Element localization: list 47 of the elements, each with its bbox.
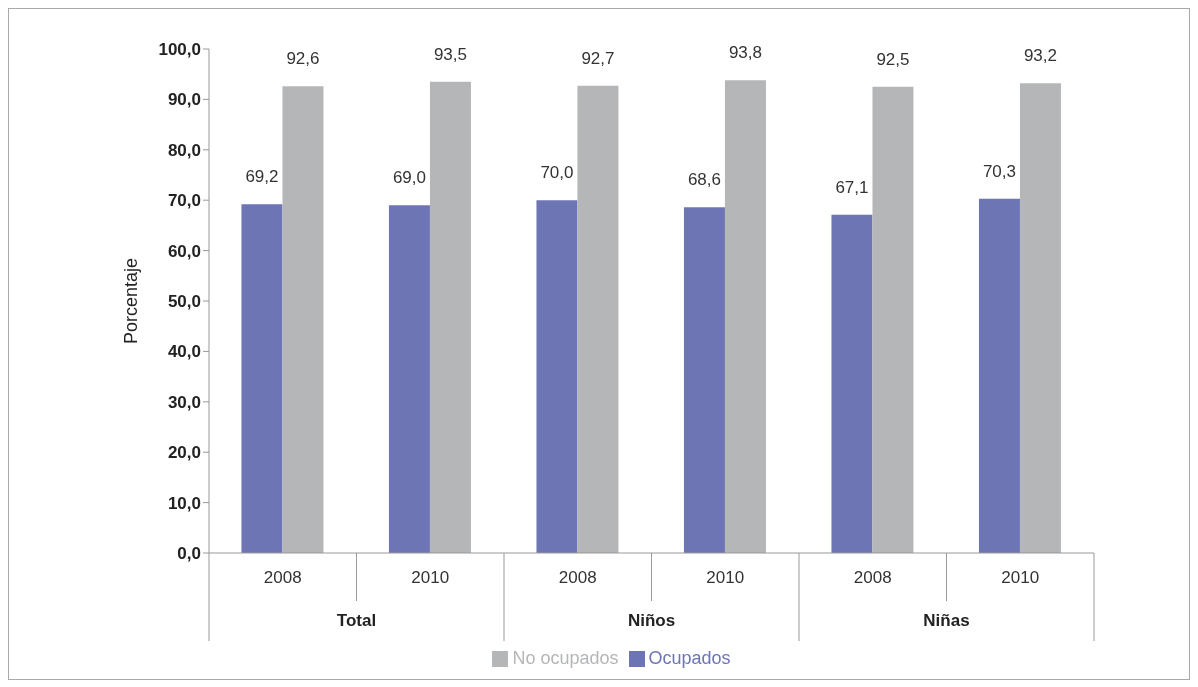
bar: [429, 81, 471, 553]
y-axis-title: Porcentaje: [121, 257, 142, 345]
y-tick-label: 90,0: [167, 90, 201, 110]
bar: [683, 207, 725, 553]
y-tick-label: 60,0: [167, 241, 201, 261]
bar: [282, 86, 324, 553]
bar: [831, 214, 873, 553]
y-tick-label: 100,0: [158, 40, 201, 60]
bar: [577, 85, 619, 553]
data-label: 93,2: [1023, 46, 1057, 66]
x-tick-label: 2010: [706, 568, 745, 587]
x-tick-label: 2010: [411, 568, 450, 587]
bar: [978, 198, 1020, 553]
data-label: 92,6: [286, 49, 320, 69]
y-tick-label: 40,0: [167, 342, 201, 362]
x-tick-label: 2008: [853, 568, 892, 587]
data-label: 92,5: [876, 49, 910, 69]
y-tick-label: 20,0: [167, 443, 201, 463]
y-tick-label: 30,0: [167, 392, 201, 412]
y-tick-label: 0,0: [177, 544, 201, 564]
legend-label: No ocupados: [512, 648, 619, 668]
x-tick-label: 2010: [1001, 568, 1040, 587]
bar: [388, 205, 430, 553]
text: Total: [336, 611, 377, 630]
text: Niños: [627, 611, 676, 630]
bar: [872, 86, 914, 553]
bar: [241, 204, 283, 553]
y-tick-label: 10,0: [167, 493, 201, 513]
x-tick-label: 2008: [558, 568, 597, 587]
bar: [1019, 83, 1061, 553]
data-label: 67,1: [835, 177, 869, 197]
data-label: 93,8: [728, 43, 762, 63]
legend-label: Ocupados: [648, 648, 731, 668]
data-label: 69,0: [392, 168, 426, 188]
y-tick-label: 70,0: [167, 191, 201, 211]
bar: [536, 200, 578, 553]
x-tick-label: 2008: [263, 568, 302, 587]
data-label: 70,0: [540, 163, 574, 183]
data-label: 70,3: [982, 161, 1016, 181]
text: Niñas: [923, 611, 970, 630]
y-tick-label: 80,0: [167, 140, 201, 160]
data-label: 68,6: [687, 170, 721, 190]
y-tick-label: 50,0: [167, 292, 201, 312]
data-label: 93,5: [433, 44, 467, 64]
bar: [724, 80, 766, 553]
data-label: 92,7: [581, 48, 615, 68]
data-label: 69,2: [245, 167, 279, 187]
